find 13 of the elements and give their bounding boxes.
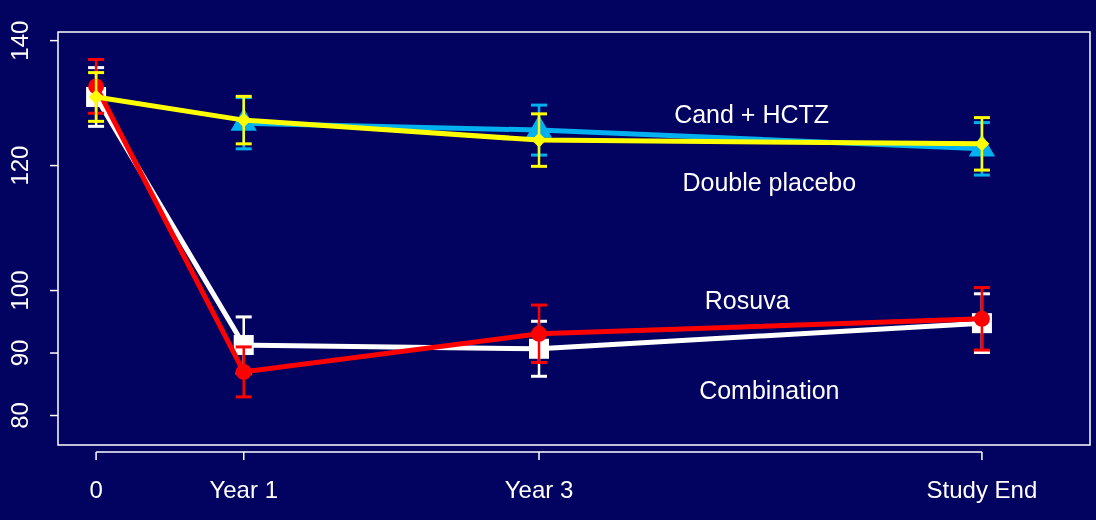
y-tick-label: 100 (6, 270, 34, 311)
x-tick-label: Year 3 (504, 476, 574, 504)
y-tick-label: 140 (6, 20, 34, 61)
series-label: Cand + HCTZ (674, 99, 830, 128)
x-tick-label: 0 (89, 476, 103, 504)
series-label: Rosuva (704, 286, 790, 315)
y-tick-label: 120 (6, 145, 34, 186)
x-tick-label: Year 1 (209, 476, 278, 504)
x-tick-label: Study End (926, 476, 1038, 504)
y-tick-label: 80 (6, 402, 34, 429)
y-tick-label: 90 (6, 339, 34, 367)
series-label: Combination (699, 376, 840, 405)
series-label: Double placebo (682, 167, 857, 196)
